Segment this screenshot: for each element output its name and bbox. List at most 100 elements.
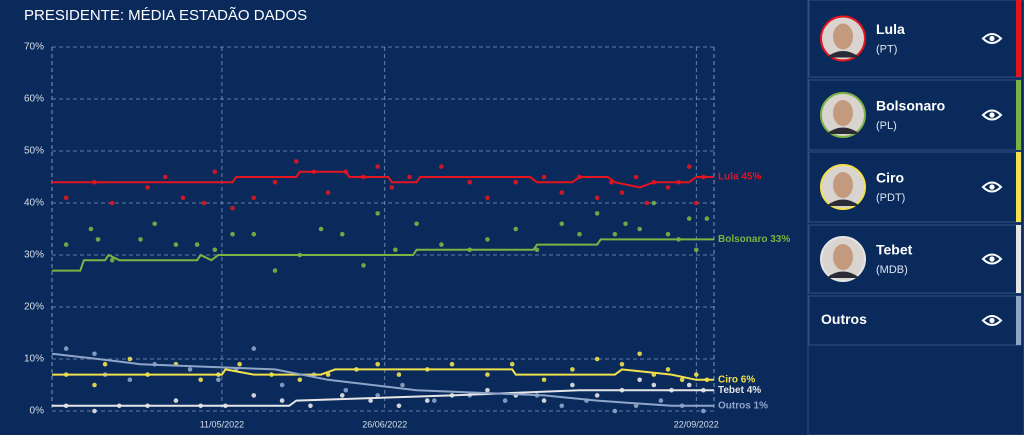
poll-point (201, 200, 207, 206)
eye-pupil (989, 112, 995, 118)
poll-point (633, 174, 639, 180)
end-label: Ciro 6% (718, 374, 755, 385)
candidate-row[interactable]: Outros (808, 295, 1022, 346)
y-tick-label: 20% (24, 302, 44, 313)
poll-point (251, 231, 257, 237)
poll-point (637, 351, 642, 357)
row-color-bar (1016, 0, 1021, 77)
poll-point (485, 372, 490, 377)
y-tick-label: 30% (24, 250, 44, 261)
candidate-row[interactable]: Lula (PT) (808, 0, 1022, 78)
poll-point (102, 361, 108, 367)
eye-pupil (989, 35, 995, 42)
visibility-toggle[interactable] (981, 109, 1003, 121)
poll-point (145, 185, 150, 190)
poll-point (619, 190, 625, 195)
row-color-bar (1016, 296, 1021, 345)
poll-point (570, 367, 575, 372)
poll-point (361, 263, 366, 268)
candidate-row[interactable]: Tebet (MDB) (808, 224, 1022, 294)
y-tick-label: 10% (24, 354, 44, 365)
average-line (52, 238, 714, 272)
poll-point (665, 231, 671, 237)
eye-outline (981, 181, 1003, 193)
photo-face (833, 244, 853, 270)
eye-outline (981, 33, 1003, 44)
poll-point (424, 398, 430, 403)
photo-shoulders (826, 51, 860, 58)
photo-face (833, 23, 853, 50)
poll-point (251, 195, 257, 201)
poll-point (92, 382, 97, 388)
candidate-party: (MDB) (876, 264, 908, 276)
poll-point (679, 377, 685, 383)
visibility-toggle[interactable] (981, 33, 1003, 44)
poll-point (686, 216, 692, 221)
y-tick-label: 50% (24, 146, 44, 157)
candidate-name: Outros (821, 311, 867, 327)
candidate-row[interactable]: Bolsonaro (PL) (808, 79, 1022, 151)
photo-face (833, 172, 853, 198)
poll-point (541, 174, 547, 180)
y-tick-label: 0% (30, 406, 45, 417)
poll-point (400, 382, 405, 388)
candidate-name: Lula (876, 21, 905, 37)
poll-point (644, 200, 650, 206)
eye-outline (981, 109, 1003, 121)
poll-point (279, 382, 285, 388)
poll-point (485, 387, 490, 393)
poll-point (297, 377, 303, 383)
poll-point (393, 247, 398, 253)
poll-point (318, 226, 324, 232)
poll-point (339, 393, 345, 398)
photo-shoulders (826, 199, 860, 206)
poll-point (665, 185, 671, 190)
poll-point (534, 247, 540, 253)
poll-point (570, 382, 575, 388)
poll-point (325, 190, 331, 195)
poll-point (375, 211, 380, 216)
eye-pupil (989, 184, 995, 190)
candidate-name: Bolsonaro (876, 98, 945, 114)
eye-pupil (989, 256, 995, 262)
y-tick-label: 60% (24, 94, 44, 105)
poll-point (152, 221, 157, 227)
photo-shoulders (826, 127, 860, 134)
y-tick-label: 40% (24, 198, 44, 209)
poll-point (396, 403, 402, 409)
visibility-toggle[interactable] (981, 315, 1003, 326)
candidate-party: (PL) (876, 120, 897, 132)
visibility-toggle[interactable] (981, 253, 1003, 265)
end-label: Lula 45% (718, 172, 761, 183)
poll-point (704, 216, 710, 221)
end-label: Bolsonaro 33% (718, 234, 790, 245)
poll-point (212, 169, 218, 175)
average-line (52, 389, 714, 407)
poll-point (237, 361, 242, 367)
candidate-name: Tebet (876, 242, 913, 258)
poll-point (88, 226, 94, 232)
poll-point (127, 356, 133, 362)
x-tick-label: 11/05/2022 (200, 419, 244, 429)
poll-point (198, 377, 203, 383)
poll-point (375, 164, 380, 169)
poll-point (63, 346, 69, 351)
visibility-toggle[interactable] (981, 181, 1003, 193)
poll-point (272, 179, 278, 185)
eye-outline (981, 315, 1003, 326)
candidate-list: Lula (PT) Bolsonaro (PL) Ciro (PDT) Tebet (MDB)… (808, 0, 1022, 346)
poll-point (308, 403, 313, 409)
poll-point (449, 361, 455, 367)
poll-point (375, 393, 380, 398)
poll-point (541, 398, 547, 403)
poll-point (293, 159, 299, 164)
poll-point (396, 372, 402, 377)
poll-point (467, 179, 473, 185)
poll-point (513, 226, 519, 232)
poll-point (637, 226, 642, 232)
candidate-name: Ciro (876, 170, 904, 186)
candidate-row[interactable]: Ciro (PDT) (808, 151, 1022, 223)
poll-point (251, 346, 257, 351)
eye-outline (981, 253, 1003, 265)
poll-point (513, 179, 519, 185)
